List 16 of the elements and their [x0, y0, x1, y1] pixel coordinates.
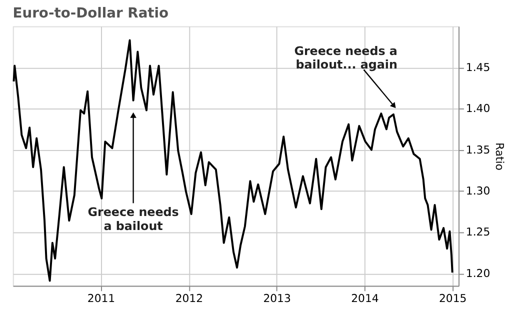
x-tick-label: 2014 [351, 292, 379, 306]
x-tick-label: 2012 [175, 292, 204, 306]
annotation: Greece needs a bailout... again [294, 44, 398, 72]
x-tick-label: 2011 [87, 292, 116, 306]
chart-title: Euro-to-Dollar Ratio [12, 5, 169, 22]
y-tick-label: 1.40 [466, 102, 490, 116]
x-tick-label: 2013 [263, 292, 291, 306]
annotation: Greece needs a bailout [88, 205, 179, 233]
line-series [12, 39, 454, 282]
y-axis-title: Ratio [493, 142, 506, 171]
y-tick-label: 1.45 [466, 60, 490, 74]
y-tick-label: 1.20 [466, 266, 490, 280]
y-tick-label: 1.30 [466, 184, 490, 198]
y-tick-label: 1.35 [466, 143, 490, 156]
x-tick-label: 2015 [439, 292, 467, 306]
y-tick-label: 1.25 [466, 226, 490, 239]
